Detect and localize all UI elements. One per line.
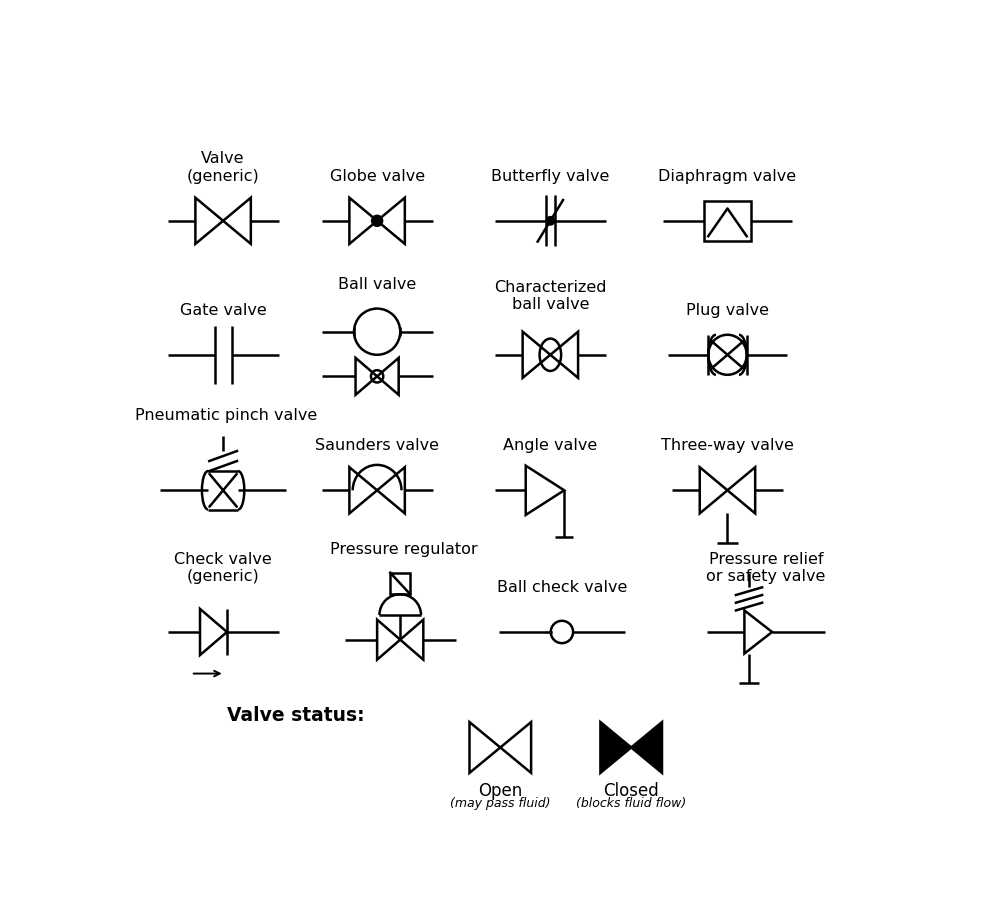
Polygon shape [400, 619, 422, 660]
Text: Ball valve: Ball valve [338, 277, 415, 291]
Polygon shape [630, 722, 661, 773]
Polygon shape [699, 467, 727, 513]
Text: Gate valve: Gate valve [180, 303, 266, 318]
Circle shape [546, 216, 554, 225]
Bar [704, 201, 749, 241]
Text: Check valve
(generic): Check valve (generic) [174, 551, 271, 584]
Text: Plug valve: Plug valve [685, 303, 768, 318]
Text: Valve status:: Valve status: [227, 705, 364, 725]
Text: Open: Open [478, 782, 522, 801]
Text: Angle valve: Angle valve [503, 439, 596, 453]
Polygon shape [195, 198, 223, 244]
Bar [390, 572, 410, 594]
Polygon shape [349, 198, 377, 244]
Text: Three-way valve: Three-way valve [660, 439, 793, 453]
Text: Valve
(generic): Valve (generic) [187, 151, 259, 184]
Text: Saunders valve: Saunders valve [315, 439, 438, 453]
Polygon shape [377, 358, 399, 395]
Text: Globe valve: Globe valve [329, 169, 424, 184]
Polygon shape [550, 332, 578, 378]
Text: Characterized
ball valve: Characterized ball valve [494, 280, 606, 312]
Circle shape [371, 215, 383, 226]
Polygon shape [377, 619, 400, 660]
Text: Pneumatic pinch valve: Pneumatic pinch valve [134, 408, 316, 422]
Text: Pressure relief
or safety valve: Pressure relief or safety valve [706, 551, 825, 584]
Text: Diaphragm valve: Diaphragm valve [658, 169, 796, 184]
Polygon shape [377, 198, 405, 244]
Text: Pressure regulator: Pressure regulator [330, 541, 477, 557]
Polygon shape [469, 722, 500, 773]
Polygon shape [727, 467, 754, 513]
Polygon shape [355, 358, 377, 395]
Text: Ball check valve: Ball check valve [496, 580, 626, 595]
Polygon shape [500, 722, 531, 773]
Text: (may pass fluid): (may pass fluid) [449, 797, 550, 810]
Text: Butterfly valve: Butterfly valve [491, 169, 609, 184]
Text: (blocks fluid flow): (blocks fluid flow) [576, 797, 686, 810]
Polygon shape [599, 722, 630, 773]
Text: Closed: Closed [602, 782, 658, 801]
Polygon shape [522, 332, 550, 378]
Polygon shape [349, 467, 377, 513]
Polygon shape [377, 467, 405, 513]
Polygon shape [223, 198, 250, 244]
